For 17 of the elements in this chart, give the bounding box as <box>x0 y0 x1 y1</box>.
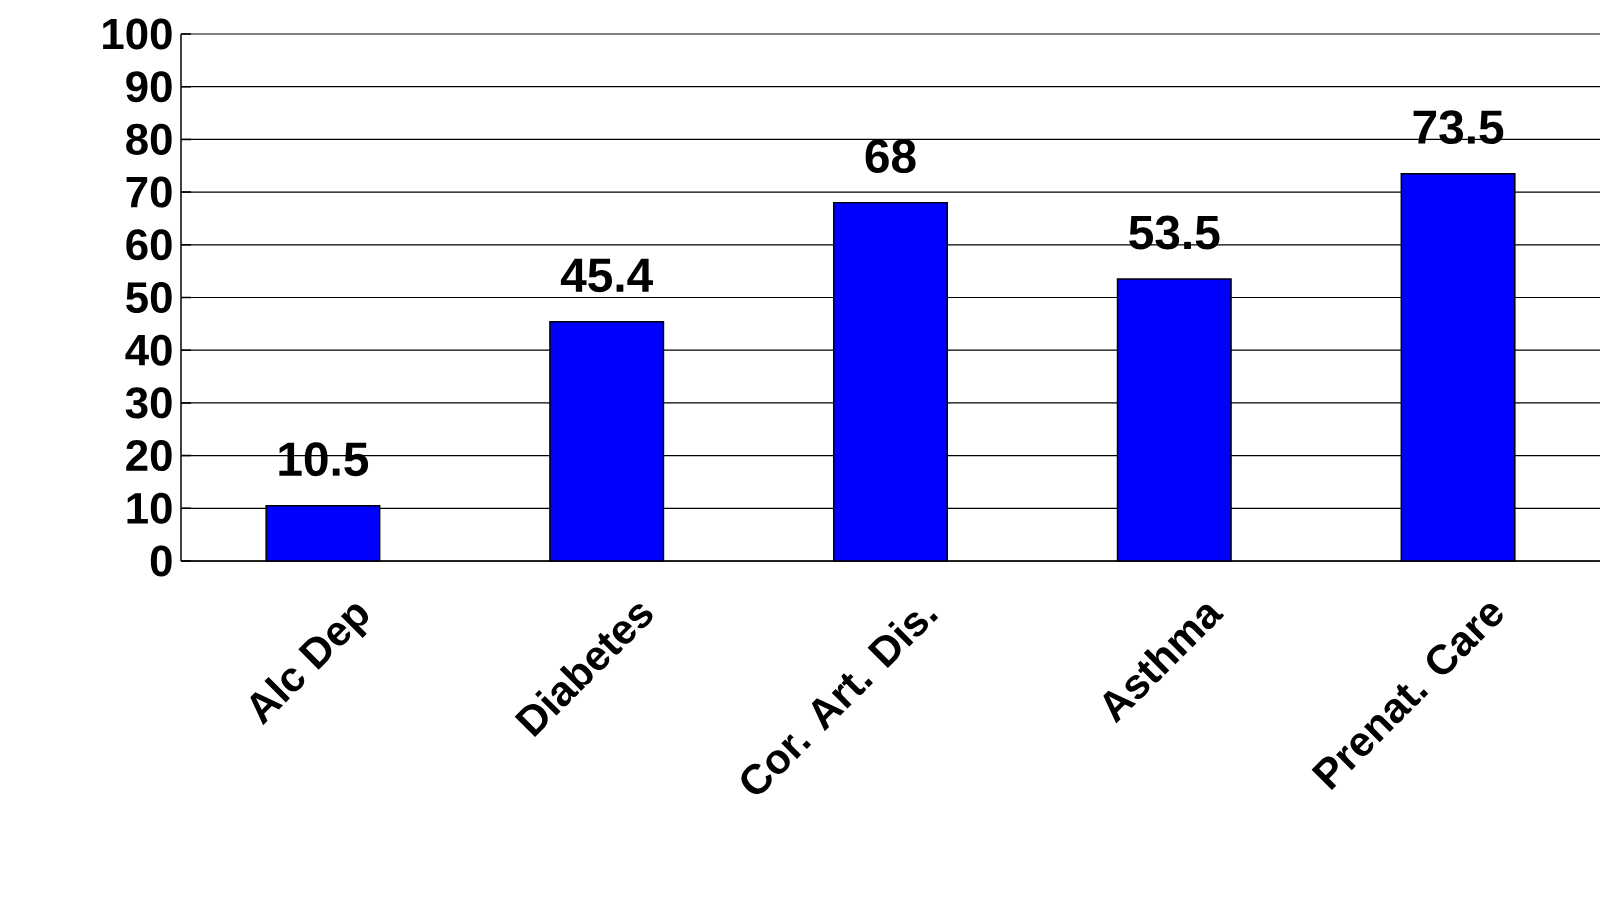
data-label: 68 <box>865 139 916 174</box>
y-tick-label: 20 <box>126 440 172 472</box>
y-tick-label: 30 <box>125 387 172 419</box>
data-label: 73.5 <box>1413 110 1504 145</box>
x-tick-label: Cor. Art. Dis. <box>741 612 939 794</box>
y-tick-label: 80 <box>126 123 172 155</box>
y-tick-label: 100 <box>103 18 172 50</box>
y-tick-label: 50 <box>126 281 172 313</box>
y-tick-label: 40 <box>125 334 172 366</box>
data-label: 45.4 <box>560 258 653 293</box>
y-tick-label: 90 <box>126 71 172 103</box>
x-tick-label: Alc Dep <box>250 604 369 726</box>
y-tick-label: 10 <box>127 492 172 524</box>
y-tick-label: 70 <box>126 176 172 208</box>
y-tick-label: 60 <box>126 229 172 261</box>
y-tick-label: 0 <box>150 545 172 577</box>
data-label: 53.5 <box>1129 215 1220 250</box>
